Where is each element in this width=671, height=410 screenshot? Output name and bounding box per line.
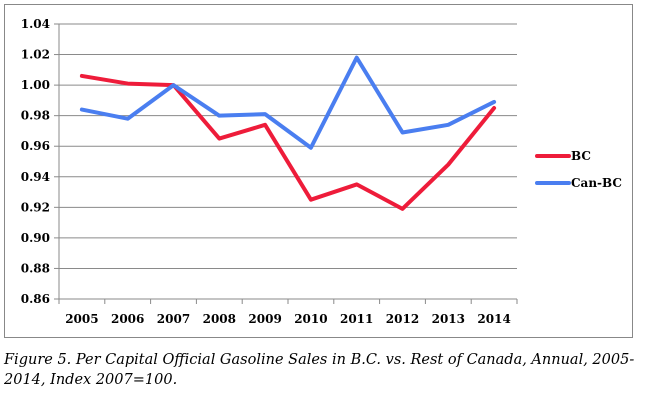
y-tick-label: 1.00 [21, 78, 50, 92]
x-tick-label: 2005 [65, 312, 98, 326]
figure-caption: Figure 5. Per Capital Official Gasoline … [4, 352, 635, 388]
chart-container: 0.86 0.88 0.90 0.92 0.94 0.96 0.98 1.00 1.02 1.04… [4, 4, 633, 338]
x-tick-label: 2012 [386, 312, 419, 326]
x-tick-label: 2007 [157, 312, 190, 326]
series-line-bc [79, 73, 497, 211]
line-chart: 0.86 0.88 0.90 0.92 0.94 0.96 0.98 1.00 1.02 1.04… [21, 17, 622, 326]
y-tick-label: 1.04 [21, 17, 50, 31]
y-tick-label: 1.02 [21, 48, 50, 62]
y-tick-label: 0.92 [21, 200, 50, 214]
y-tick-label: 0.86 [21, 292, 50, 306]
x-tick-label: 2006 [111, 312, 144, 326]
y-tick-label: 0.88 [21, 261, 50, 275]
y-tick-label: 0.98 [21, 109, 50, 123]
legend-label: Can-BC [571, 176, 622, 190]
x-tick-label: 2009 [248, 312, 281, 326]
x-tick-label: 2010 [294, 312, 327, 326]
series-line-can-bc [79, 55, 497, 150]
legend-label: BC [571, 149, 591, 163]
x-tick-label: 2013 [432, 312, 465, 326]
y-tick-label: 0.94 [21, 170, 50, 184]
x-tick-label: 2011 [340, 312, 373, 326]
x-tick-label: 2008 [203, 312, 236, 326]
y-tick-label: 0.96 [21, 139, 50, 153]
y-tick-label: 0.90 [21, 231, 50, 245]
x-tick-label: 2014 [477, 312, 510, 326]
